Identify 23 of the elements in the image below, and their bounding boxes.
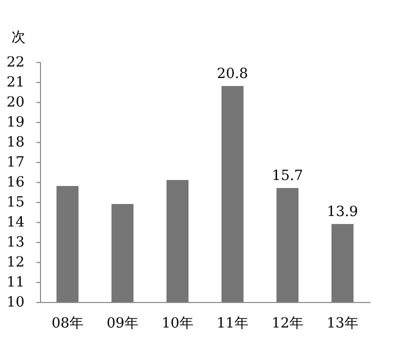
y-tick-label: 11 — [6, 274, 24, 290]
y-tick-label: 13 — [6, 234, 24, 250]
y-tick-label: 14 — [6, 214, 25, 230]
data-label: 13.9 — [326, 204, 358, 220]
x-tick-label: 09年 — [106, 316, 138, 332]
y-tick-label: 22 — [6, 54, 24, 70]
data-label: 20.8 — [216, 66, 248, 82]
y-tick-label: 19 — [6, 114, 24, 130]
y-tick-label: 10 — [6, 294, 24, 310]
y-tick-label: 17 — [6, 154, 24, 170]
x-tick-label: 13年 — [326, 316, 358, 332]
x-tick-label: 11年 — [216, 316, 248, 332]
y-tick-label: 15 — [6, 194, 24, 210]
y-tick-label: 16 — [6, 174, 25, 190]
y-tick-label: 12 — [6, 254, 24, 270]
y-tick-label: 21 — [6, 74, 24, 90]
y-tick-label: 20 — [6, 94, 24, 110]
x-tick-label: 12年 — [272, 316, 304, 332]
x-tick-label: 10年 — [162, 316, 194, 332]
data-label: 15.7 — [272, 168, 304, 184]
x-tick-label: 08年 — [52, 316, 84, 332]
y-tick-label: 18 — [6, 134, 24, 150]
y-axis-title: 次 — [12, 30, 26, 46]
